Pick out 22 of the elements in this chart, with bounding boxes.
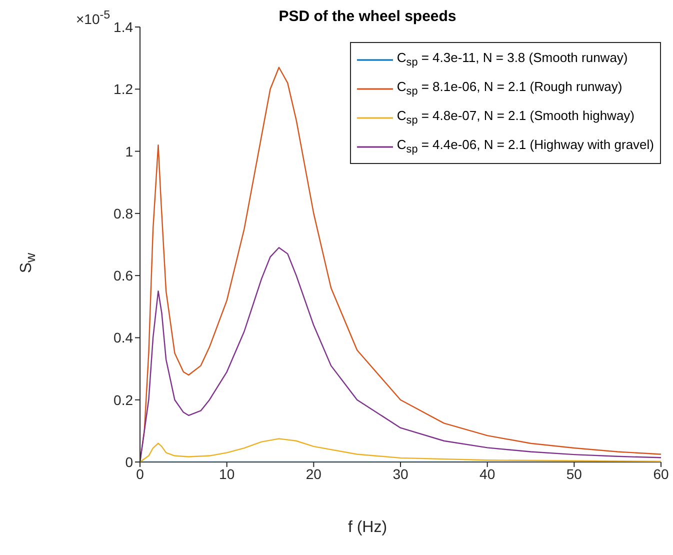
y-tick-label: 1 xyxy=(125,143,134,160)
x-axis-title: f (Hz) xyxy=(346,519,388,537)
x-tick-label: 20 xyxy=(306,466,322,482)
legend-label: C$_{sp}$ = 4.8e-07, N = 2.1 (Smooth highway) xyxy=(396,108,635,127)
chart-title: PSD of the wheel speeds xyxy=(278,8,456,25)
y-tick-label: 1.2 xyxy=(114,81,134,98)
y-tick-label: 0.6 xyxy=(114,268,134,284)
x-tick-label: 60 xyxy=(653,466,669,482)
x-tick-label: 10 xyxy=(219,466,235,482)
y-tick-label: 1.4 xyxy=(114,18,134,35)
x-tick-label: 50 xyxy=(566,466,582,482)
y-tick-label: 0.8 xyxy=(114,205,134,222)
y-tick-label: 0.2 xyxy=(114,392,134,408)
x-tick-label: 0 xyxy=(136,466,144,482)
y-tick-label: 0.4 xyxy=(114,330,134,346)
x-tick-label: 40 xyxy=(480,466,496,482)
legend-label: C$_{sp}$ = 4.4e-06, N = 2.1 (Highway with gravel) xyxy=(396,137,654,156)
y-tick-label: 0 xyxy=(125,454,134,470)
legend-label: C$_{sp}$ = 4.3e-11, N = 3.8 (Smooth runway) xyxy=(396,50,628,69)
x-tick-label: 30 xyxy=(392,466,408,482)
legend-label: C$_{sp}$ = 8.1e-06, N = 2.1 (Rough runway) xyxy=(396,79,622,98)
text: ×10$^{-5}$ xyxy=(76,8,110,27)
